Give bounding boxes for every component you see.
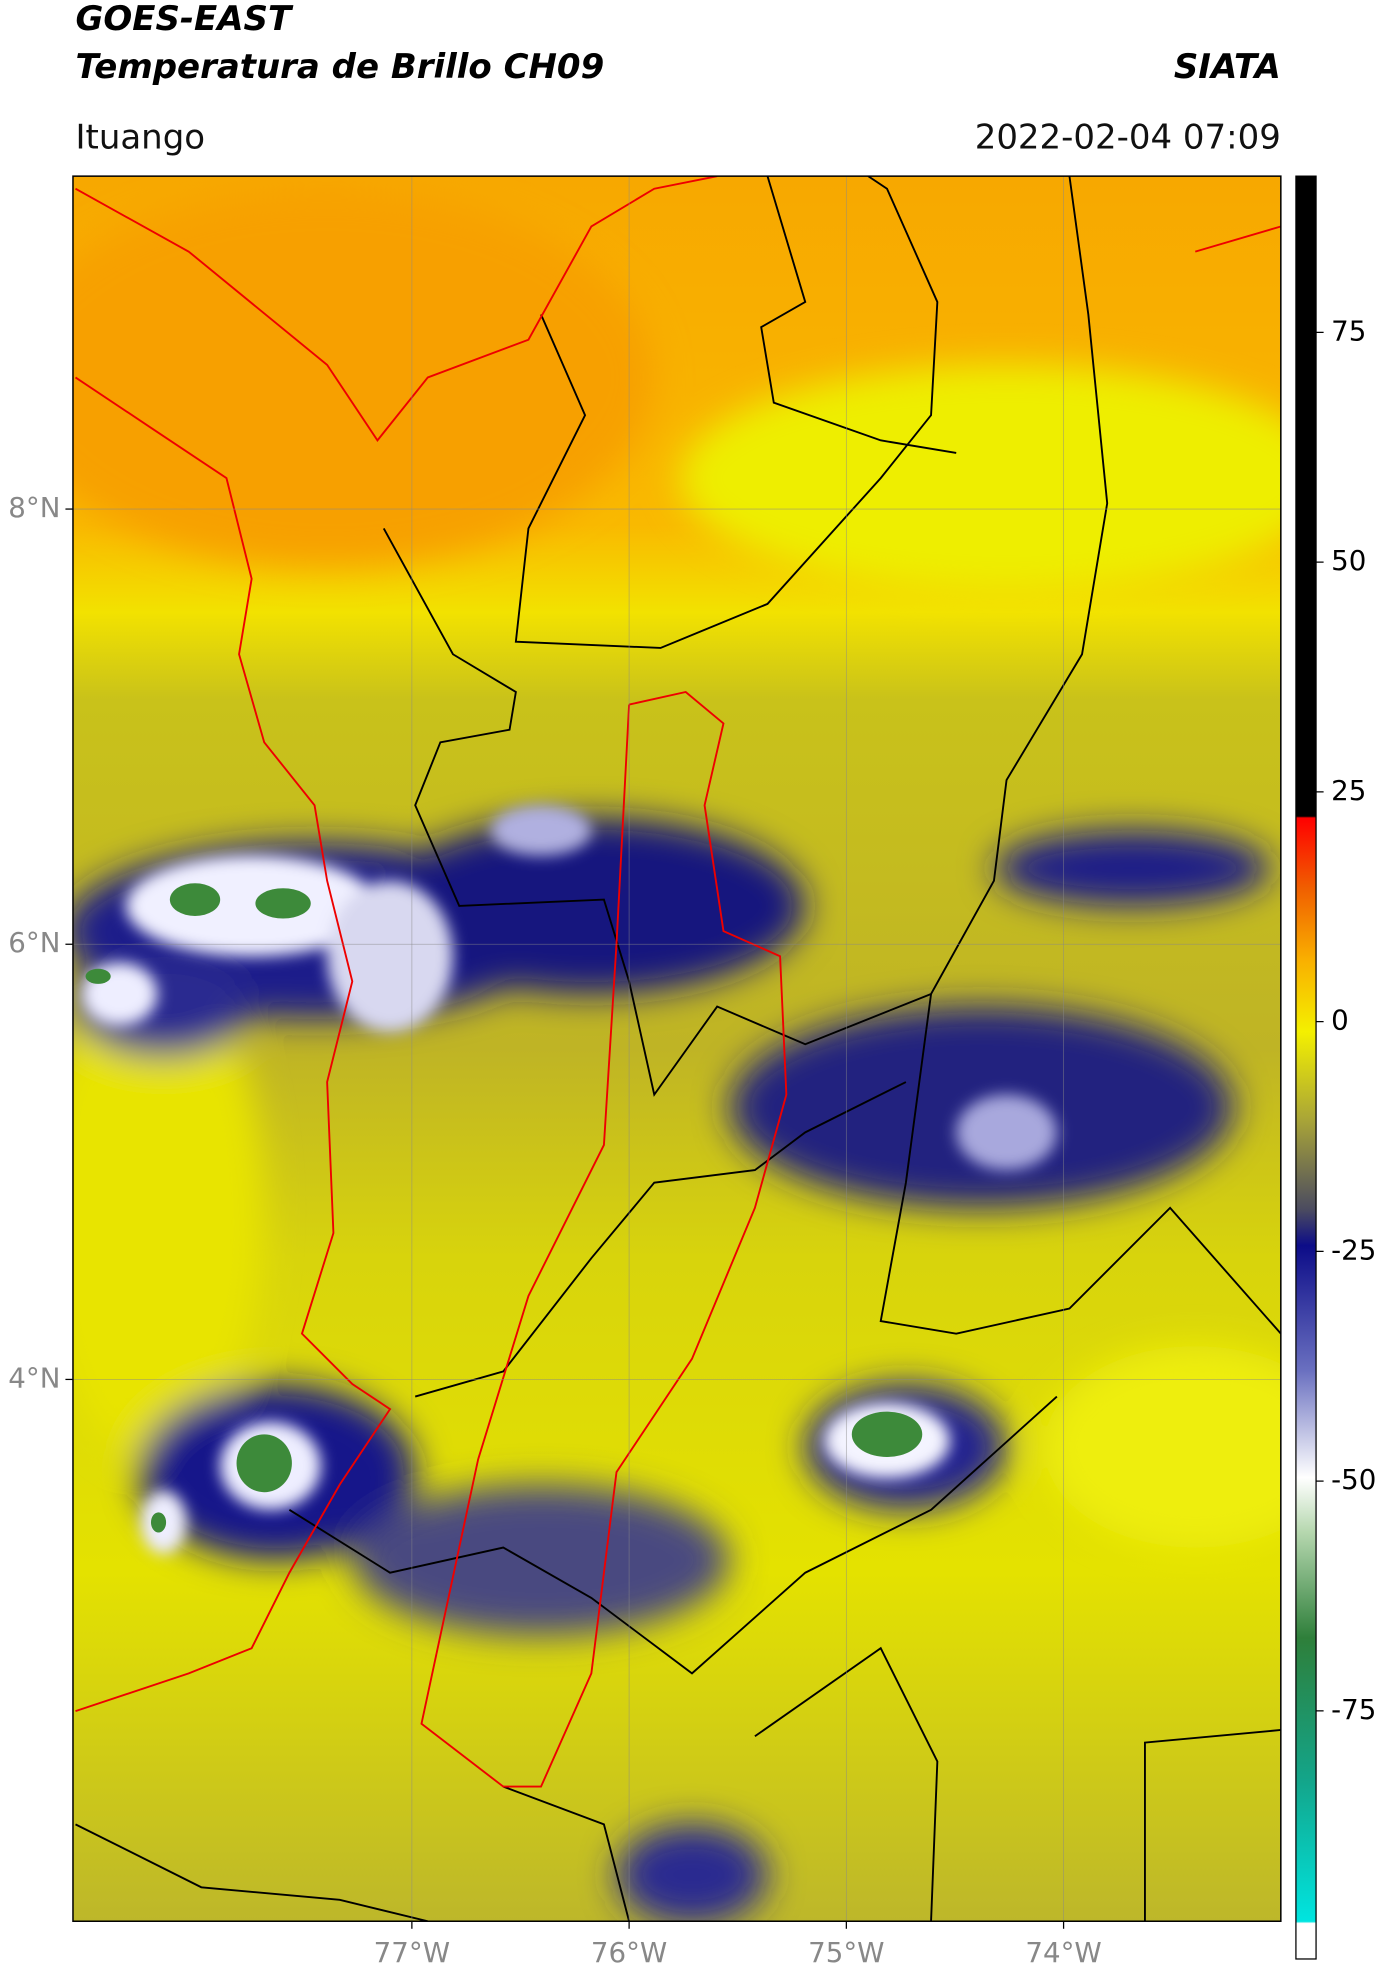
colorbar-tick-label: 50 [1331,544,1366,577]
brand: SIATA [1174,47,1281,87]
x-tick-label: 74°W [1025,1936,1101,1969]
colorbar-tick-label: 75 [1331,314,1366,347]
colorbar-tick-label: -25 [1331,1233,1376,1266]
colorbar-tick-label: 25 [1331,774,1366,807]
colorbar-tick-label: 0 [1331,1004,1349,1037]
subtitle: Temperatura de Brillo CH09 [75,47,604,87]
y-tick-label: 4°N [8,1361,60,1394]
x-tick-label: 75°W [808,1936,884,1969]
colorbar-tick-label: -75 [1331,1693,1376,1726]
colorbar-tick-label: -50 [1331,1463,1376,1496]
colorbar [1295,175,1317,1960]
title: GOES-EAST [75,0,293,39]
y-tick-label: 6°N [8,926,60,959]
satellite-image [72,176,1281,1922]
x-tick-label: 77°W [374,1936,450,1969]
y-tick-label: 8°N [8,491,60,524]
gridlines [72,176,1281,1922]
datetime: 2022-02-04 07:09 [975,117,1281,157]
location: Ituango [75,117,205,157]
map-frame [72,175,1282,1922]
x-tick-label: 76°W [591,1936,667,1969]
